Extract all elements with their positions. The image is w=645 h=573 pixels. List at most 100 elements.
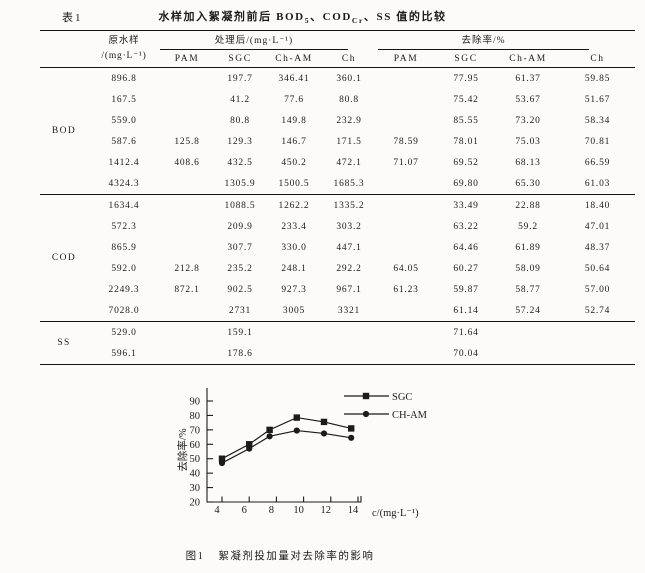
- raw-value-cell: 587.6: [111, 136, 137, 147]
- removal-value-cell: 71.07: [393, 157, 419, 168]
- svg-text:30: 30: [190, 483, 201, 494]
- treated-value-cell: 450.2: [281, 157, 307, 168]
- svg-text:70: 70: [190, 425, 201, 436]
- removal-value-cell: 75.42: [453, 94, 479, 105]
- removal-value-cell: 47.01: [584, 221, 611, 232]
- raw-value-cell: 865.9: [111, 242, 137, 253]
- removal-value-cell: 61.23: [393, 284, 419, 295]
- treated-value-cell: 292.2: [336, 263, 362, 274]
- dosage-removal-chart: 4 6 8 10 12 14 20 30 40 50 60 70 80 90 去除率/% c/(mg·L⁻¹)…: [176, 388, 428, 519]
- table-caption-row: 表1 水样加入絮凝剂前后 BOD5、CODCr、SS 值的比较: [40, 8, 635, 26]
- series-sgc: [218, 414, 355, 462]
- table-title: 水样加入絮凝剂前后 BOD5、CODCr、SS 值的比较: [40, 8, 565, 25]
- raw-value-cell: 4324.3: [108, 178, 140, 189]
- raw-value-cell: 7028.0: [108, 305, 140, 316]
- treated-value-cell: 3005: [282, 305, 306, 316]
- removal-value-cell: 50.64: [584, 263, 611, 274]
- table-header: 原水样 /(mg·L⁻¹) 处理后/(mg·L⁻¹) 去除率/% PAM SGC…: [40, 31, 635, 68]
- removal-value-cell: 61.89: [515, 242, 541, 253]
- treated-value-cell: 967.1: [336, 284, 362, 295]
- treated-value-cell: 307.7: [227, 242, 253, 253]
- treated-value-cell: 197.7: [227, 73, 253, 84]
- svg-text:20: 20: [190, 498, 201, 509]
- removal-value-cell: 78.01: [453, 136, 479, 147]
- removal-value-cell: 63.22: [453, 221, 479, 232]
- raw-value-cell: 896.8: [111, 73, 137, 84]
- treated-value-cell: 902.5: [227, 284, 253, 295]
- removal-value-cell: 61.03: [584, 178, 611, 189]
- removal-value-cell: 73.20: [515, 115, 541, 126]
- treated-value-cell: 146.7: [281, 136, 307, 147]
- removal-value-cell: 75.03: [515, 136, 541, 147]
- treated-value-cell: 447.1: [336, 242, 362, 253]
- treated-value-cell: 232.9: [336, 115, 362, 126]
- subcol-header-ch: Ch: [590, 53, 605, 64]
- treated-value-cell: 80.8: [230, 115, 250, 126]
- treated-value-cell: 248.1: [281, 263, 307, 274]
- series-ch-am: [218, 427, 355, 467]
- treated-value-cell: 41.2: [230, 94, 250, 105]
- removal-value-cell: 52.74: [584, 305, 611, 316]
- treated-value-cell: 159.1: [227, 327, 253, 338]
- raw-water-column-header: 原水样 /(mg·L⁻¹): [88, 34, 160, 63]
- subcol-header-ch: Ch: [341, 53, 357, 64]
- figure-caption: 图1 絮凝剂投加量对去除率的影响: [40, 548, 520, 563]
- removal-value-cell: 58.34: [584, 115, 611, 126]
- table-title-text: 、SS 值的比较: [363, 11, 447, 23]
- chart-tick-labels: 4 6 8 10 12 14 20 30 40 50 60 70 80 90: [190, 397, 360, 517]
- raw-value-cell: 572.3: [111, 221, 137, 232]
- treated-value-cell: 233.4: [281, 221, 307, 232]
- removal-value-cell: 53.67: [515, 94, 541, 105]
- subcol-header-cham: Ch-AM: [509, 53, 547, 64]
- removal-value-cell: 78.59: [393, 136, 419, 147]
- treated-value-cell: 1088.5: [224, 200, 256, 211]
- subcol-header-sgc: SGC: [454, 53, 478, 64]
- treated-value-cell: 1305.9: [224, 178, 256, 189]
- removal-value-cell: 57.00: [584, 284, 611, 295]
- table-section-bod: BOD 896.8 197.7 346.41 360.1 77.95 61.37 59.85 1…: [40, 68, 635, 195]
- raw-value-cell: 1412.4: [108, 157, 140, 168]
- treated-value-cell: 77.6: [284, 94, 304, 105]
- removal-value-cell: 51.67: [584, 94, 611, 105]
- svg-text:6: 6: [242, 505, 247, 516]
- raw-water-header-line1: 原水样: [108, 36, 140, 47]
- removal-value-cell: 68.13: [515, 157, 541, 168]
- svg-text:50: 50: [190, 454, 201, 465]
- removal-value-cell: 18.40: [584, 200, 611, 211]
- removal-value-cell: 70.81: [584, 136, 611, 147]
- raw-value-cell: 592.0: [111, 263, 137, 274]
- treated-value-cell: 346.41: [278, 73, 310, 84]
- table-title-text: 水样加入絮凝剂前后 BOD: [158, 11, 305, 23]
- legend-label-sgc: SGC: [392, 392, 412, 403]
- svg-text:90: 90: [190, 397, 201, 408]
- subcol-header-sgc: SGC: [228, 53, 252, 64]
- treated-value-cell: 472.1: [336, 157, 362, 168]
- removal-value-cell: 65.30: [515, 178, 541, 189]
- removal-value-cell: 22.88: [515, 200, 541, 211]
- removal-value-cell: 58.09: [515, 263, 541, 274]
- treated-value-cell: 432.5: [227, 157, 253, 168]
- treated-group-header: 处理后/(mg·L⁻¹): [160, 32, 348, 50]
- treated-value-cell: 235.2: [227, 263, 253, 274]
- x-axis-title: c/(mg·L⁻¹): [372, 508, 419, 519]
- treated-value-cell: 1262.2: [278, 200, 310, 211]
- table-section-cod: COD 1634.4 1088.5 1262.2 1335.2 33.49 22.88 18.…: [40, 195, 635, 322]
- svg-text:12: 12: [321, 505, 332, 516]
- removal-value-cell: 59.87: [453, 284, 479, 295]
- removal-value-cell: 61.37: [515, 73, 541, 84]
- removal-value-cell: 69.80: [453, 178, 479, 189]
- treated-value-cell: 129.3: [227, 136, 253, 147]
- removal-value-cell: 64.05: [393, 263, 419, 274]
- removal-value-cell: 33.49: [453, 200, 479, 211]
- treated-value-cell: 330.0: [281, 242, 307, 253]
- removal-value-cell: 59.2: [518, 221, 538, 232]
- chart-axes: [206, 388, 362, 503]
- svg-text:10: 10: [293, 505, 304, 516]
- removal-value-cell: 71.64: [453, 327, 479, 338]
- treated-value-cell: 149.8: [281, 115, 307, 126]
- section-label: SS: [57, 338, 71, 348]
- treated-value-cell: 212.8: [174, 263, 200, 274]
- table-section-ss: SS 529.0 159.1 71.64 596.1 178.6 70.04: [40, 322, 635, 365]
- legend-label-ch-am: CH-AM: [392, 410, 428, 421]
